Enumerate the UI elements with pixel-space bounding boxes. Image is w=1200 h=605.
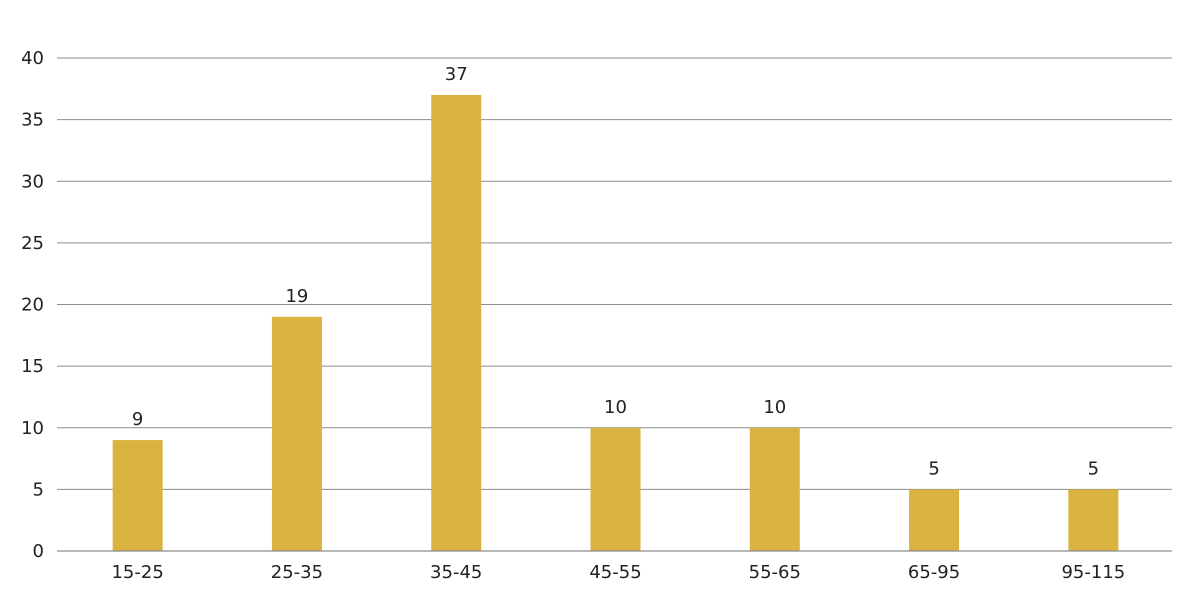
y-tick-label: 40 [21, 48, 44, 69]
y-tick-label: 35 [21, 110, 44, 131]
gridlines [57, 57, 1172, 490]
bars [112, 94, 1119, 551]
x-tick-label-55-65: 55-65 [749, 562, 801, 583]
bar-65-95 [909, 489, 960, 551]
y-tick-label: 15 [21, 356, 44, 377]
bar-25-35 [271, 316, 322, 551]
y-tick-label: 0 [33, 541, 44, 562]
x-tick-label-35-45: 35-45 [430, 562, 482, 583]
bar-95-115 [1068, 489, 1119, 551]
data-label-35-45: 37 [445, 64, 468, 85]
y-tick-label: 25 [21, 233, 44, 254]
y-tick-label: 10 [21, 418, 44, 439]
data-label-95-115: 5 [1088, 458, 1099, 479]
data-label-55-65: 10 [763, 397, 786, 418]
y-tick-label: 30 [21, 171, 44, 192]
data-label-45-55: 10 [604, 397, 627, 418]
x-tick-label-45-55: 45-55 [589, 562, 641, 583]
data-labels: 9 19 37 10 10 5 5 [132, 64, 1099, 479]
bar-35-45 [431, 94, 482, 551]
bar-15-25 [112, 440, 163, 551]
data-label-65-95: 5 [928, 458, 939, 479]
x-tick-label-15-25: 15-25 [111, 562, 163, 583]
data-label-25-35: 19 [285, 286, 308, 307]
x-tick-label-95-115: 95-115 [1061, 562, 1125, 583]
data-label-15-25: 9 [132, 409, 143, 430]
bar-55-65 [749, 427, 800, 551]
x-axis-ticks: 15-25 25-35 35-45 45-55 55-65 65-95 95-115 [111, 562, 1125, 583]
bar-45-55 [590, 427, 641, 551]
x-tick-label-65-95: 65-95 [908, 562, 960, 583]
y-tick-label: 20 [21, 295, 44, 316]
y-tick-label: 5 [33, 479, 44, 500]
y-axis-ticks: 0 5 10 15 20 25 30 35 40 [21, 48, 44, 562]
x-tick-label-25-35: 25-35 [271, 562, 323, 583]
